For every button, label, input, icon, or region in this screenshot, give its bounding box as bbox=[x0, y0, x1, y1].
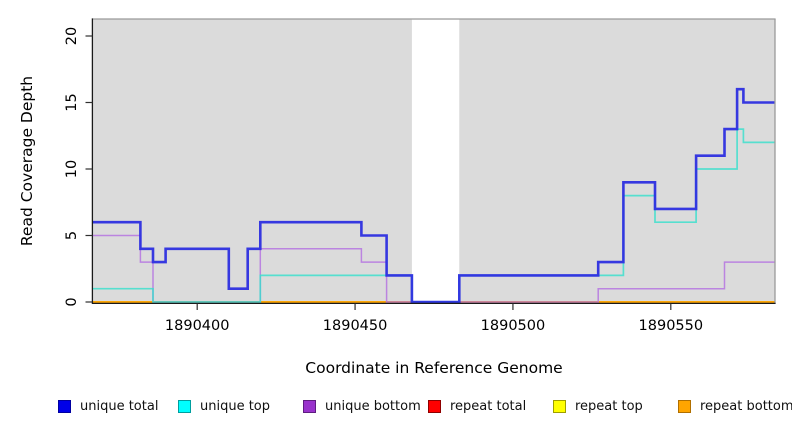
legend-item-unique-total: unique total bbox=[58, 399, 158, 414]
legend-label: unique bottom bbox=[325, 399, 421, 414]
legend-swatch-repeat-top bbox=[553, 400, 566, 413]
series-line-unique-total bbox=[93, 87, 775, 304]
x-axis-title: Coordinate in Reference Genome bbox=[305, 359, 562, 377]
legend-item-repeat-top: repeat top bbox=[553, 399, 643, 414]
y-tick-label: 5 bbox=[64, 231, 80, 240]
x-tick-label: 1890550 bbox=[639, 318, 704, 334]
legend-swatch-unique-top bbox=[178, 400, 191, 413]
series-line-unique-bottom bbox=[93, 234, 775, 303]
legend-swatch-repeat-bottom bbox=[678, 400, 691, 413]
legend-swatch-unique-total bbox=[58, 400, 71, 413]
axis-ticks-layer: 1890400 1890450 1890500 1890550 0 5 10 15 20 bbox=[64, 27, 703, 334]
legend-item-unique-top: unique top bbox=[178, 399, 270, 414]
series-lines-layer bbox=[93, 87, 775, 304]
legend: unique total unique top unique bottom repea… bbox=[0, 397, 792, 423]
legend-item-repeat-total: repeat total bbox=[428, 399, 526, 414]
legend-swatch-unique-bottom bbox=[303, 400, 316, 413]
plot-frame bbox=[91, 18, 776, 304]
x-tick-label: 1890500 bbox=[481, 318, 546, 334]
x-tick-label: 1890450 bbox=[323, 318, 388, 334]
y-tick-label: 10 bbox=[64, 160, 80, 178]
x-tick-label: 1890400 bbox=[165, 318, 230, 334]
gap-band bbox=[411, 19, 460, 303]
legend-label: unique total bbox=[80, 399, 159, 414]
y-tick-label: 20 bbox=[64, 27, 80, 45]
legend-label: repeat top bbox=[575, 399, 643, 414]
legend-swatch-repeat-total bbox=[428, 400, 441, 413]
legend-label: unique top bbox=[200, 399, 271, 414]
legend-item-unique-bottom: unique bottom bbox=[303, 399, 421, 414]
y-axis-title: Read Coverage Depth bbox=[18, 76, 36, 246]
y-tick-label: 15 bbox=[64, 93, 80, 111]
gap-band-layer bbox=[411, 19, 460, 303]
legend-item-repeat-bottom: repeat bottom bbox=[678, 399, 792, 414]
y-tick-label: 0 bbox=[64, 297, 80, 306]
legend-label: repeat total bbox=[450, 399, 527, 414]
legend-label: repeat bottom bbox=[700, 399, 792, 414]
